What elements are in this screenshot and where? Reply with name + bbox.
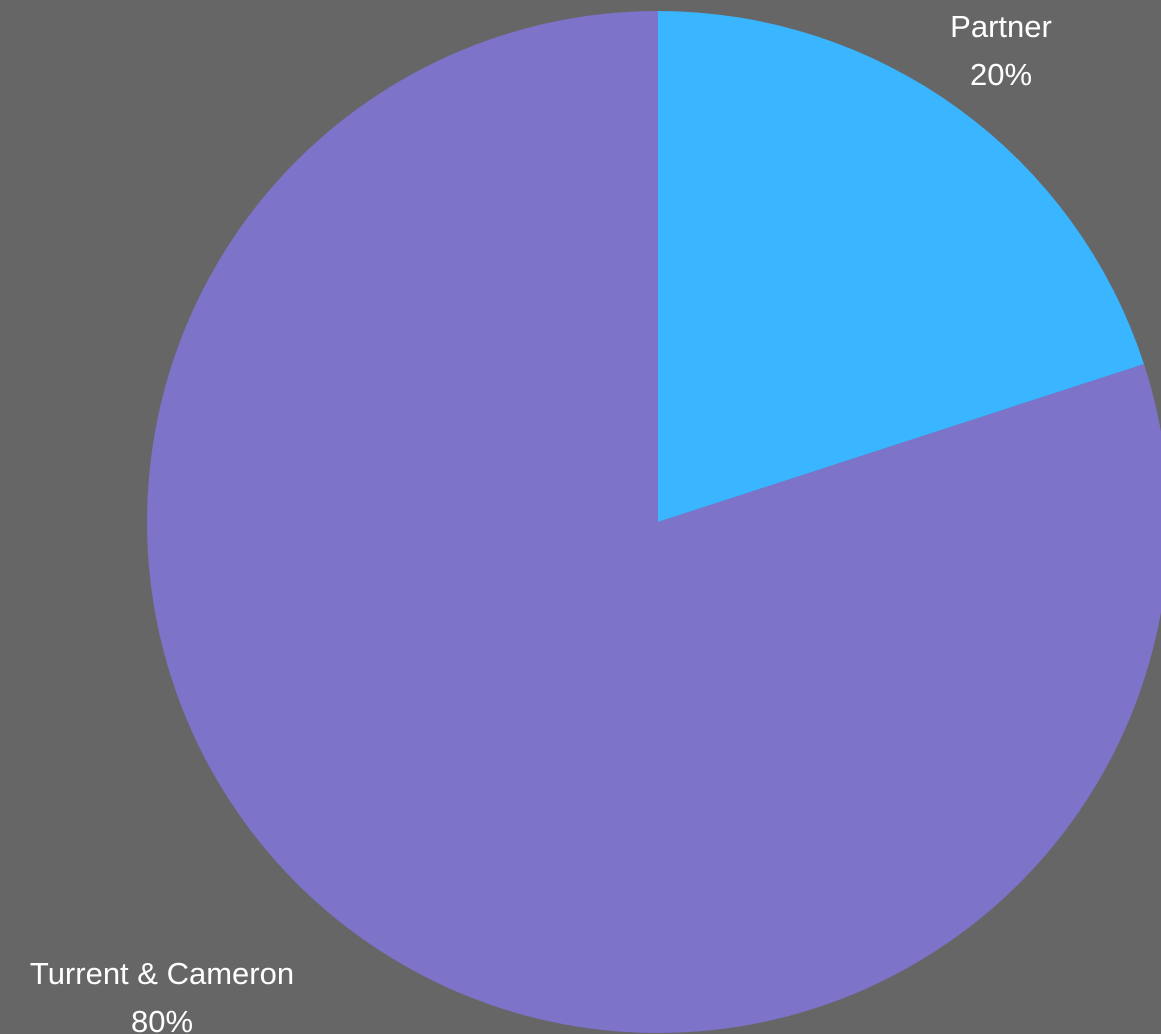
- pie-labels: Partner 20% Turrent & Cameron 80%: [30, 9, 1052, 1034]
- pie-slice-partner: [658, 11, 1144, 522]
- pie-slices: [147, 11, 1161, 1033]
- slice-label-value-turrent-cameron: 80%: [131, 1004, 193, 1034]
- slice-label-value-partner: 20%: [970, 57, 1032, 92]
- slice-label-name-partner: Partner: [950, 9, 1052, 44]
- pie-slice-turrent-cameron: [147, 11, 1161, 1033]
- slice-label-name-turrent-cameron: Turrent & Cameron: [30, 956, 294, 991]
